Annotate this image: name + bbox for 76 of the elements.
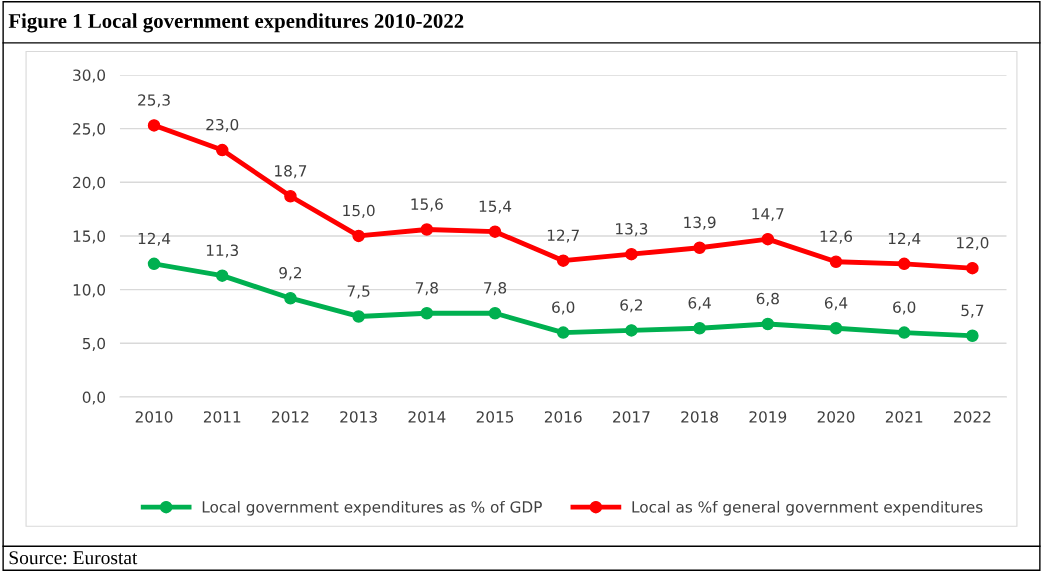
legend-label: Local as %f general government expenditures: [632, 500, 983, 516]
point: [829, 255, 843, 268]
point: [284, 189, 297, 203]
data-label: 15,6: [411, 198, 443, 212]
x-tick-label: 2013: [340, 411, 377, 423]
point: [215, 269, 229, 282]
data-label: 6,0: [552, 301, 575, 315]
x-tick-label: 2016: [544, 411, 582, 423]
data-label: 7,5: [347, 285, 370, 299]
point: [693, 322, 706, 335]
x-tick-label: 2011: [203, 411, 241, 423]
point: [761, 232, 775, 246]
data-label: 5,7: [961, 304, 984, 318]
legend-label: Local government expenditures as % of GDP: [202, 500, 542, 516]
point: [147, 119, 161, 132]
data-label: 6,0: [893, 301, 916, 315]
x-tick-label: 2014: [408, 411, 446, 423]
data-label: 11,3: [206, 244, 239, 258]
data-label: 15,0: [343, 204, 375, 218]
x-tick-label: 2017: [613, 411, 650, 423]
point: [420, 223, 434, 236]
data-label: 6,2: [620, 299, 643, 313]
y-tick-label: 15,0: [73, 230, 106, 244]
data-label: 6,4: [688, 297, 711, 311]
data-label: 14,7: [752, 208, 784, 222]
x-tick-label: 2012: [272, 411, 309, 423]
y-tick-label: 20,0: [73, 176, 106, 190]
point: [215, 143, 229, 157]
data-label: 12,6: [820, 230, 853, 244]
x-tick-label: 2021: [885, 411, 923, 423]
point: [761, 317, 775, 331]
x-tick-label: 2020: [817, 411, 855, 423]
source-note: Source: Eurostat: [9, 551, 138, 565]
point: [556, 326, 570, 339]
point: [556, 254, 570, 267]
data-label: 6,4: [824, 297, 848, 311]
point: [420, 306, 434, 320]
data-label: 15,4: [479, 200, 512, 214]
data-label: 25,3: [138, 94, 170, 108]
point: [966, 329, 979, 343]
point: [829, 322, 843, 335]
data-label: 9,2: [279, 267, 302, 281]
point: [147, 257, 161, 271]
point: [897, 326, 911, 339]
point: [284, 291, 297, 305]
x-tick-label: 2010: [135, 411, 173, 423]
data-label: 13,9: [684, 216, 716, 230]
data-label: 12,4: [888, 232, 921, 246]
data-label: 18,7: [275, 165, 307, 179]
point: [966, 261, 979, 275]
point: [625, 324, 638, 337]
point: [488, 306, 502, 320]
data-label: 12,7: [547, 229, 579, 243]
x-tick-label: 2018: [681, 411, 719, 423]
data-label: 7,8: [415, 282, 438, 296]
y-tick-label: 0,0: [82, 391, 106, 405]
point: [352, 229, 365, 243]
y-tick-label: 10,0: [73, 284, 106, 298]
y-tick-label: 30,0: [73, 69, 106, 83]
x-tick-label: 2022: [954, 411, 991, 423]
data-label: 6,8: [756, 292, 779, 306]
point: [693, 241, 706, 255]
point: [625, 247, 638, 261]
data-label: 7,8: [484, 282, 507, 296]
data-label: 23,0: [206, 118, 239, 133]
chart-title: Figure 1 Local government expenditures 2010-2022: [8, 13, 464, 33]
data-label: 13,3: [616, 223, 648, 237]
data-label: 12,4: [138, 232, 171, 246]
point: [352, 310, 365, 323]
point: [488, 225, 502, 238]
y-tick-label: 25,0: [73, 123, 106, 137]
point: [897, 257, 911, 271]
x-tick-label: 2015: [476, 411, 514, 423]
y-tick-label: 5,0: [82, 337, 106, 351]
data-label: 12,0: [957, 236, 989, 251]
x-tick-label: 2019: [749, 411, 787, 423]
